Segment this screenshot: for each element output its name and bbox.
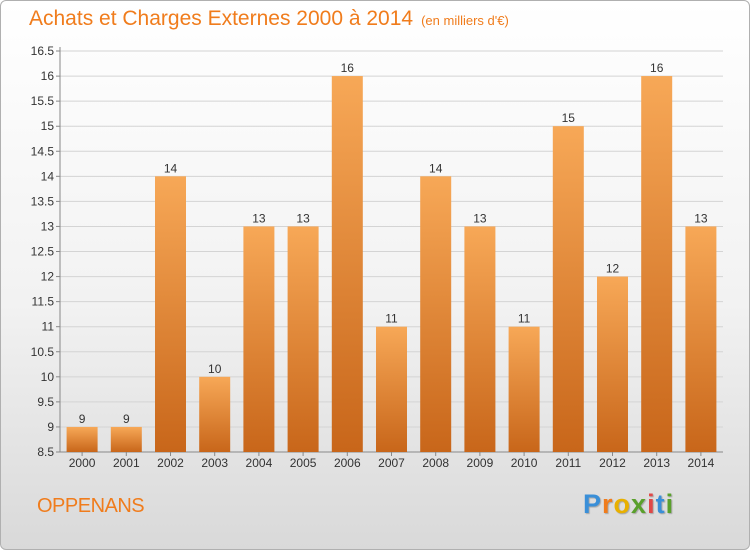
bar [597, 276, 628, 452]
bar [420, 176, 452, 452]
x-tick-label: 2010 [511, 456, 538, 470]
y-tick-label: 16 [41, 69, 55, 83]
y-tick-label: 11 [42, 320, 55, 334]
x-tick-label: 2012 [599, 456, 626, 470]
x-tick-label: 2003 [201, 456, 228, 470]
y-tick-label: 15.5 [31, 94, 55, 108]
x-tick-label: 2002 [157, 456, 184, 470]
logo-letter: r [602, 489, 614, 519]
bar [155, 176, 186, 452]
y-tick-label: 9 [47, 420, 54, 434]
data-label: 16 [341, 61, 355, 75]
bar [464, 226, 496, 452]
logo-letter: P [583, 489, 603, 519]
bar [508, 326, 540, 452]
y-tick-label: 10.5 [31, 345, 55, 359]
x-tick-label: 2008 [422, 456, 449, 470]
y-tick-label: 14.5 [31, 144, 55, 158]
x-tick-label: 2014 [688, 456, 715, 470]
x-tick-label: 2007 [378, 456, 405, 470]
y-tick-labels: 8.5 9 9.5 10 10.5 11 11.5 12 12.5 13 13.5 14 14.5 15 1… [31, 44, 55, 459]
x-tick-label: 2000 [69, 456, 96, 470]
bar [243, 226, 275, 452]
y-tick-label: 15 [41, 119, 55, 133]
bar [376, 326, 407, 452]
x-tick-label: 2013 [643, 456, 670, 470]
y-tick-label: 12 [41, 270, 55, 284]
data-label: 13 [473, 211, 487, 225]
bar [66, 426, 98, 452]
y-tick-label: 13 [41, 219, 55, 233]
y-tick-label: 10 [41, 370, 55, 384]
data-label: 11 [518, 312, 531, 326]
bar [641, 76, 673, 452]
y-tick-label: 8.5 [37, 445, 54, 459]
bar [287, 226, 319, 452]
data-label: 10 [208, 362, 222, 376]
bar [685, 226, 717, 452]
data-labels: 9 9 14 10 13 13 16 11 14 13 11 15 12 16 13 [79, 61, 708, 426]
bars [66, 76, 717, 452]
title-text: Achats et Charges Externes 2000 à 2014 [29, 7, 414, 30]
x-tick-label: 2005 [290, 456, 317, 470]
data-label: 14 [429, 161, 443, 175]
y-tick-label: 13.5 [31, 194, 55, 208]
x-tick-label: 2009 [467, 456, 494, 470]
y-tick-label: 14 [41, 169, 55, 183]
logo-letter: t [655, 489, 666, 519]
x-tick-label: 2001 [113, 456, 140, 470]
bar [331, 76, 363, 452]
x-tick-label: 2011 [555, 456, 581, 470]
data-label: 11 [385, 312, 398, 326]
data-label: 9 [79, 412, 86, 426]
commune-name: OPPENANS [37, 495, 145, 517]
data-label: 13 [694, 211, 708, 225]
y-tick-label: 11.5 [32, 295, 55, 309]
data-label: 16 [650, 61, 664, 75]
logo-letter: i [647, 489, 656, 519]
data-label: 13 [296, 211, 310, 225]
logo-letter: o [613, 489, 632, 519]
y-tick-label: 12.5 [31, 245, 55, 259]
data-label: 9 [123, 412, 130, 426]
logo-letter: i [665, 489, 675, 519]
data-label: 14 [164, 161, 178, 175]
bar [110, 426, 142, 452]
data-label: 12 [606, 262, 620, 276]
x-tick-labels: 2000 2001 2002 2003 2004 2005 2006 2007 2008 2009… [69, 456, 715, 470]
data-label: 13 [252, 211, 266, 225]
bar [552, 126, 584, 452]
y-tick-label: 16.5 [31, 44, 55, 58]
x-tick-label: 2006 [334, 456, 361, 470]
bar [199, 376, 231, 452]
chart-title: Achats et Charges Externes 2000 à 2014 (e… [29, 7, 509, 31]
y-tick-label: 9.5 [37, 395, 54, 409]
x-tick-label: 2004 [246, 456, 273, 470]
data-label: 15 [562, 111, 576, 125]
proxiti-logo: Proxiti [583, 489, 674, 520]
chart-subtitle: (en milliers d'€) [421, 13, 509, 28]
logo-letter: x [631, 489, 648, 519]
